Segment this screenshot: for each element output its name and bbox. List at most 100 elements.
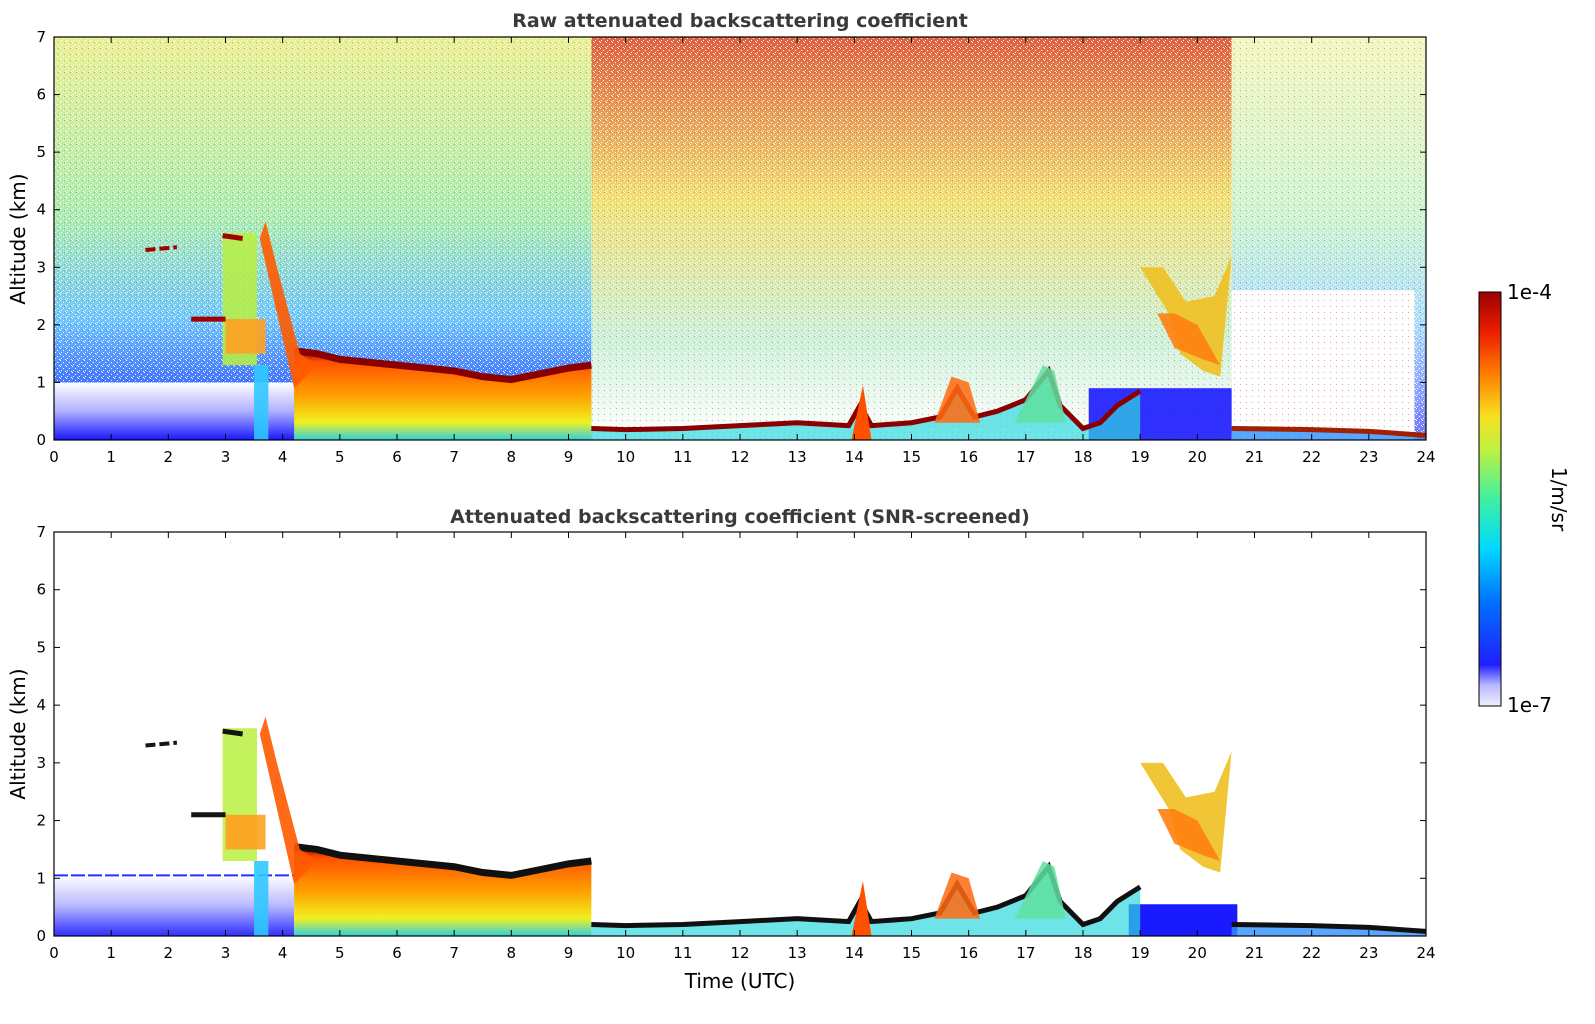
y-tick-label: 2 [36,812,46,830]
elevated-aerosol-core [225,814,266,850]
x-tick-label: 6 [392,944,402,962]
x-tick-label: 5 [335,448,345,466]
y-axis-label-raw: Altitude (km) [6,173,30,304]
panel-raw: Raw attenuated backscattering coefficien… [6,10,1436,466]
y-tick-label: 0 [36,431,46,449]
x-tick-label: 15 [902,944,921,962]
x-tick-label: 1 [106,944,116,962]
y-tick-label: 0 [36,927,46,945]
x-tick-label: 20 [1188,944,1207,962]
colorbar-min-label: 1e-7 [1507,693,1552,717]
x-tick-label: 10 [616,448,635,466]
x-tick-label: 23 [1359,944,1378,962]
x-tick-label: 15 [902,448,921,466]
x-tick-label: 24 [1416,448,1435,466]
convective-spike [851,385,872,440]
x-tick-label: 8 [507,944,517,962]
x-tick-label: 8 [507,448,517,466]
elevated-aerosol-plume-core [1157,313,1221,366]
aerosol-fall-streak [254,365,269,440]
x-tick-label: 22 [1302,944,1321,962]
y-tick-label: 3 [36,754,46,772]
rising-plume [259,716,317,885]
x-tick-label: 3 [221,944,231,962]
x-tick-label: 4 [278,944,288,962]
y-tick-label: 6 [36,86,46,104]
x-tick-label: 11 [673,448,692,466]
boundary-layer-aerosol [294,350,592,440]
convective-spike [851,881,872,936]
x-tick-label: 7 [449,448,459,466]
rising-plume [259,221,317,389]
boundary-layer-aerosol [294,846,592,936]
x-tick-label: 4 [278,448,288,466]
x-tick-label: 17 [1016,944,1035,962]
thin-layer-3p3km [145,245,178,253]
x-axis-raw: 0 1 2 3 4 5 6 7 8 9 10 11 12 13 14 15 16 17 18 19 20 21 22 23 24 [49,37,1436,466]
near-ground-low-signal-late [1128,904,1238,936]
x-tick-label: 11 [673,944,692,962]
thin-layer-3p5km [222,728,244,737]
x-tick-label: 14 [845,944,864,962]
x-tick-label: 13 [788,448,807,466]
y-tick-label: 4 [36,696,46,714]
elevated-aerosol-plume-core [1157,809,1221,861]
y-axis-raw: 0 1 2 3 4 5 6 7 [36,28,1426,449]
x-tick-label: 2 [164,944,174,962]
x-tick-label: 18 [1073,944,1092,962]
x-tick-label: 23 [1359,448,1378,466]
x-tick-label: 13 [788,944,807,962]
x-tick-label: 12 [730,448,749,466]
panel-screened: Attenuated backscattering coefficient (S… [6,506,1436,993]
aerosol-cluster-17utc [1014,365,1066,423]
y-tick-label: 2 [36,316,46,334]
x-tick-label: 5 [335,944,345,962]
plot-area-raw [54,37,1427,440]
x-tick-label: 20 [1188,448,1207,466]
noise-overlay [54,37,1426,440]
late-thin-layer [1231,921,1427,934]
x-tick-label: 1 [106,448,116,466]
low-aerosol-fill [591,866,1141,936]
boundary-layer-top [293,843,592,879]
x-tick-label: 19 [1131,448,1150,466]
x-tick-label: 16 [959,448,978,466]
panel-raw-title: Raw attenuated backscattering coefficien… [512,10,968,32]
colorbar-units-label: 1/m/sr [1547,467,1571,532]
x-tick-label: 14 [845,448,864,466]
x-tick-label: 9 [564,448,574,466]
aerosol-cluster-16utc [934,872,981,919]
elevated-aerosol-core [225,319,266,354]
x-tick-label: 7 [449,944,459,962]
x-tick-label: 12 [730,944,749,962]
aerosol-cluster-17utc [1014,860,1066,919]
y-tick-label: 7 [36,523,46,541]
x-tick-label: 24 [1416,944,1435,962]
y-axis-label-screened: Altitude (km) [6,668,30,799]
plot-area-screened [54,716,1427,936]
panel-screened-title: Attenuated backscattering coefficient (S… [450,506,1030,528]
x-tick-label: 0 [49,448,59,466]
aerosol-fall-streak [254,860,269,936]
x-axis-label-screened: Time (UTC) [684,969,796,993]
y-axis-screened: 0 1 2 3 4 5 6 7 [36,523,1426,945]
colorbar: 1e-4 1e-7 1/m/sr [1478,280,1571,717]
x-tick-label: 22 [1302,448,1321,466]
elevated-aerosol-plume [1140,751,1232,873]
colorbar-max-label: 1e-4 [1507,280,1552,304]
colorbar-gradient [1478,291,1502,707]
x-tick-label: 0 [49,944,59,962]
x-tick-label: 2 [164,448,174,466]
y-tick-label: 5 [36,143,46,161]
x-tick-label: 10 [616,944,635,962]
x-tick-label: 16 [959,944,978,962]
x-tick-label: 21 [1245,944,1264,962]
x-axis-screened: 0 1 2 3 4 5 6 7 8 9 10 11 12 13 14 15 16 17 18 19 20 21 22 23 24 [49,532,1436,962]
low-aerosol-fill [591,370,1141,440]
x-tick-label: 3 [221,448,231,466]
thin-layer-3p5km [222,233,244,241]
x-tick-label: 17 [1016,448,1035,466]
y-tick-label: 3 [36,258,46,276]
y-tick-label: 7 [36,28,46,46]
